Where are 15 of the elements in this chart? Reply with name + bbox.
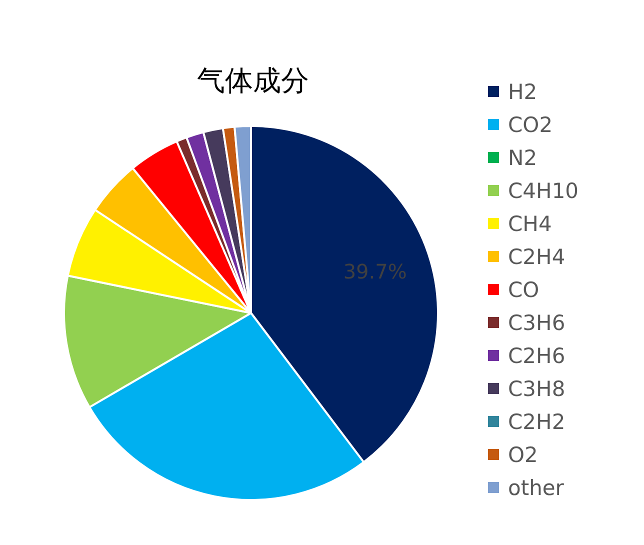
- legend-label: H2: [508, 80, 538, 104]
- legend-label: C3H6: [508, 311, 566, 335]
- data-label: 39.7%: [343, 259, 407, 284]
- legend-label: CH4: [508, 212, 552, 236]
- chart-title: 气体成分: [197, 64, 309, 97]
- legend-label: CO2: [508, 113, 553, 137]
- legend-label: N2: [508, 146, 538, 170]
- legend-label: other: [508, 476, 564, 500]
- legend-label: C2H4: [508, 245, 566, 269]
- legend-label: C2H6: [508, 344, 566, 368]
- legend-label: C2H2: [508, 410, 566, 434]
- legend-label: C3H8: [508, 377, 566, 401]
- legend-label: CO: [508, 278, 540, 302]
- legend-label: O2: [508, 443, 538, 467]
- legend-label: C4H10: [508, 179, 579, 203]
